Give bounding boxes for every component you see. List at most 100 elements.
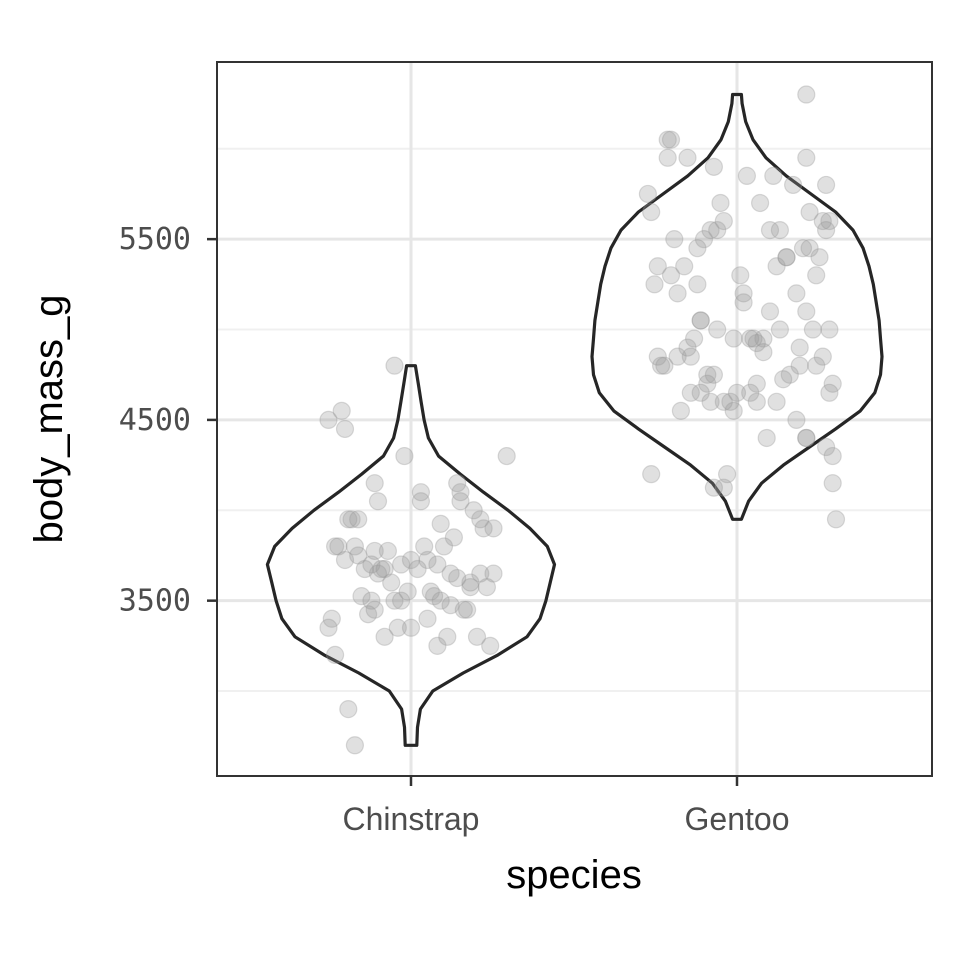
data-point: [349, 510, 368, 529]
data-point: [721, 392, 740, 411]
data-point: [820, 383, 839, 402]
data-point: [484, 519, 503, 538]
data-point: [691, 311, 710, 330]
data-point: [425, 587, 444, 606]
data-point: [441, 564, 460, 583]
data-point: [326, 645, 345, 664]
data-point: [731, 266, 750, 285]
data-point: [691, 311, 710, 330]
data-point: [714, 478, 733, 497]
data-point: [813, 211, 832, 231]
data-point: [810, 248, 829, 267]
data-point: [823, 474, 842, 493]
data-point: [737, 166, 757, 185]
data-point: [655, 356, 674, 375]
data-point: [415, 537, 434, 556]
data-point: [448, 474, 467, 493]
data-point: [678, 338, 697, 357]
data-point: [747, 333, 766, 353]
axes: 3500 4500 5500 Chinstrap Gentoo: [119, 61, 933, 837]
data-point: [668, 347, 687, 366]
data-point: [816, 221, 836, 240]
data-point: [378, 541, 397, 561]
data-point: [770, 320, 790, 339]
data-point: [648, 347, 667, 366]
data-point: [484, 564, 503, 583]
data-point: [638, 184, 658, 204]
data-point: [418, 550, 437, 570]
data-point: [714, 211, 733, 231]
data-point: [392, 591, 411, 610]
data-point: [395, 446, 414, 466]
data-point: [319, 618, 338, 637]
data-point: [421, 582, 440, 601]
data-point: [392, 555, 411, 574]
x-tick-label: Chinstrap: [343, 801, 480, 837]
data-point: [438, 627, 457, 646]
data-point: [790, 338, 809, 357]
data-point: [757, 428, 776, 448]
data-point: [691, 383, 710, 402]
data-point: [401, 618, 421, 637]
data-point: [777, 248, 796, 267]
data-point: [461, 578, 480, 597]
data-point: [823, 374, 842, 393]
data-point: [411, 483, 430, 502]
data-point: [793, 239, 813, 258]
data-point: [701, 221, 720, 240]
data-point: [770, 221, 790, 240]
data-point: [368, 564, 388, 583]
data-point: [335, 550, 355, 570]
data-point: [665, 230, 684, 249]
data-point: [362, 555, 381, 574]
data-point: [807, 266, 826, 285]
data-point: [698, 374, 717, 393]
data-point: [477, 578, 496, 597]
data-point: [797, 85, 816, 104]
data-point: [349, 546, 368, 565]
data-point: [823, 446, 842, 466]
data-point: [345, 736, 364, 755]
data-point: [717, 465, 737, 484]
data-point: [704, 157, 724, 176]
data-point: [335, 419, 355, 439]
data-point: [724, 401, 743, 420]
data-point: [385, 356, 404, 375]
data-point: [339, 700, 358, 719]
violin-chinstrap: [265, 364, 557, 747]
data-point: [668, 284, 687, 303]
data-point: [481, 636, 500, 655]
data-point: [790, 356, 809, 375]
data-point: [352, 587, 371, 606]
data-point: [760, 221, 780, 240]
data-point: [342, 510, 361, 529]
data-point: [428, 555, 447, 574]
data-point: [651, 356, 671, 375]
data-point: [385, 591, 404, 610]
data-point: [747, 392, 766, 411]
data-point: [800, 239, 819, 258]
data-point: [797, 302, 816, 321]
data-point: [754, 343, 773, 362]
data-point: [714, 392, 733, 411]
data-point: [708, 221, 727, 240]
data-point: [678, 148, 697, 167]
data-point: [704, 478, 724, 497]
data-point: [787, 284, 806, 303]
data-point: [658, 130, 677, 149]
y-tick-label: 3500: [119, 584, 191, 619]
data-point: [800, 202, 819, 222]
data-point: [418, 609, 437, 628]
plot-area: [217, 62, 932, 776]
data-point: [428, 636, 447, 655]
data-point: [322, 609, 341, 628]
data-point: [454, 600, 473, 619]
x-tick-label: Gentoo: [685, 801, 790, 837]
data-point: [774, 370, 793, 389]
data-point: [704, 365, 724, 384]
data-point: [816, 175, 836, 195]
data-point: [648, 257, 667, 276]
data-point: [382, 573, 401, 592]
data-point: [642, 465, 661, 484]
